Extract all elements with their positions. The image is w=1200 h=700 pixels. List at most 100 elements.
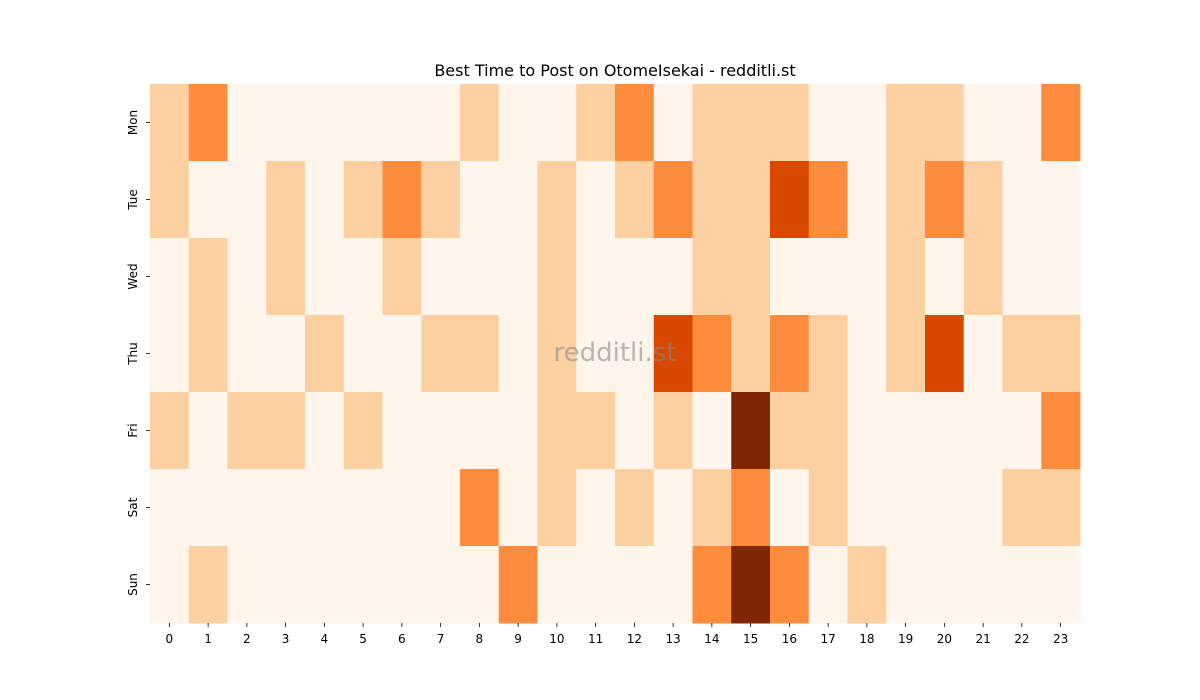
heatmap-cell-mon-12 xyxy=(615,84,655,162)
heatmap-cell-mon-2 xyxy=(227,84,267,162)
heatmap-cell-tue-5 xyxy=(343,161,383,239)
x-tick-label: 11 xyxy=(588,632,603,646)
heatmap-cell-sun-7 xyxy=(421,546,461,624)
heatmap-cell-sat-0 xyxy=(150,469,190,547)
x-tick-label: 3 xyxy=(282,632,290,646)
heatmap-cell-wed-21 xyxy=(963,238,1003,316)
heatmap-cell-sat-9 xyxy=(498,469,538,547)
heatmap-cell-sun-15 xyxy=(731,546,771,624)
heatmap-cell-sun-16 xyxy=(770,546,810,624)
heatmap-cell-sat-22 xyxy=(1002,469,1042,547)
heatmap-cell-thu-23 xyxy=(1041,315,1081,393)
heatmap-cell-thu-4 xyxy=(305,315,345,393)
heatmap-cell-tue-1 xyxy=(188,161,228,239)
heatmap-cell-fri-19 xyxy=(886,392,926,470)
x-tick-label: 20 xyxy=(937,632,952,646)
heatmap-cell-thu-6 xyxy=(382,315,422,393)
heatmap-cell-fri-17 xyxy=(808,392,848,470)
heatmap-cell-thu-20 xyxy=(925,315,965,393)
heatmap-cell-sun-20 xyxy=(925,546,965,624)
heatmap-cell-tue-23 xyxy=(1041,161,1081,239)
heatmap-cell-wed-3 xyxy=(266,238,306,316)
x-tick-label: 1 xyxy=(204,632,212,646)
heatmap-cell-fri-7 xyxy=(421,392,461,470)
heatmap-cell-fri-12 xyxy=(615,392,655,470)
heatmap-cell-tue-19 xyxy=(886,161,926,239)
heatmap-cell-wed-19 xyxy=(886,238,926,316)
x-tick-label: 8 xyxy=(476,632,484,646)
heatmap-cell-thu-19 xyxy=(886,315,926,393)
heatmap-cell-fri-8 xyxy=(460,392,500,470)
heatmap-cell-sat-20 xyxy=(925,469,965,547)
heatmap-cell-mon-4 xyxy=(305,84,345,162)
heatmap-cell-thu-13 xyxy=(653,315,693,393)
heatmap-cell-mon-11 xyxy=(576,84,616,162)
heatmap-cell-wed-7 xyxy=(421,238,461,316)
heatmap-cell-thu-14 xyxy=(692,315,732,393)
x-tick-label: 23 xyxy=(1053,632,1068,646)
heatmap-cell-sat-23 xyxy=(1041,469,1081,547)
heatmap-cell-mon-7 xyxy=(421,84,461,162)
heatmap-cell-fri-2 xyxy=(227,392,267,470)
heatmap-cell-wed-0 xyxy=(150,238,190,316)
heatmap-cell-fri-3 xyxy=(266,392,306,470)
heatmap-cell-sun-10 xyxy=(537,546,577,624)
x-tick-label: 7 xyxy=(437,632,445,646)
heatmap-cell-wed-10 xyxy=(537,238,577,316)
heatmap-cell-sun-1 xyxy=(188,546,228,624)
heatmap-cell-sun-18 xyxy=(847,546,887,624)
x-tick-label: 22 xyxy=(1014,632,1029,646)
y-tick-label: Sun xyxy=(126,573,140,596)
heatmap-cell-mon-20 xyxy=(925,84,965,162)
heatmap-cell-fri-0 xyxy=(150,392,190,470)
heatmap-cell-mon-16 xyxy=(770,84,810,162)
heatmap-cell-mon-8 xyxy=(460,84,500,162)
heatmap-cell-sun-19 xyxy=(886,546,926,624)
heatmap-cell-tue-4 xyxy=(305,161,345,239)
heatmap-cell-thu-17 xyxy=(808,315,848,393)
heatmap-cell-mon-1 xyxy=(188,84,228,162)
heatmap-cell-sun-5 xyxy=(343,546,383,624)
heatmap-cell-fri-18 xyxy=(847,392,887,470)
x-axis: 0 1 2 3 4 5 6 7 8 9 10 11 12 13 14 15 16 17 18 19 20 21 22 23 xyxy=(166,623,1068,646)
x-tick-label: 16 xyxy=(782,632,797,646)
x-tick-label: 18 xyxy=(859,632,874,646)
x-tick-label: 12 xyxy=(627,632,642,646)
heatmap-cell-mon-19 xyxy=(886,84,926,162)
x-tick-label: 9 xyxy=(514,632,522,646)
heatmap-cell-mon-18 xyxy=(847,84,887,162)
x-tick-label: 15 xyxy=(743,632,758,646)
heatmap-cell-sat-15 xyxy=(731,469,771,547)
heatmap-cell-mon-10 xyxy=(537,84,577,162)
heatmap-cell-wed-17 xyxy=(808,238,848,316)
heatmap-cell-thu-5 xyxy=(343,315,383,393)
heatmap-cell-tue-18 xyxy=(847,161,887,239)
heatmap-cell-mon-22 xyxy=(1002,84,1042,162)
heatmap-cell-wed-6 xyxy=(382,238,422,316)
heatmap-cell-fri-4 xyxy=(305,392,345,470)
heatmap-cell-tue-15 xyxy=(731,161,771,239)
heatmap-cell-tue-0 xyxy=(150,161,190,239)
heatmap-cell-sun-12 xyxy=(615,546,655,624)
heatmap-cell-sun-0 xyxy=(150,546,190,624)
heatmap-cell-thu-21 xyxy=(963,315,1003,393)
heatmap-cell-wed-22 xyxy=(1002,238,1042,316)
heatmap-cell-sat-18 xyxy=(847,469,887,547)
heatmap-cell-sun-11 xyxy=(576,546,616,624)
heatmap-cell-thu-9 xyxy=(498,315,538,393)
x-tick-label: 2 xyxy=(243,632,251,646)
heatmap-cell-tue-11 xyxy=(576,161,616,239)
heatmap-cell-thu-1 xyxy=(188,315,228,393)
heatmap-cell-sun-4 xyxy=(305,546,345,624)
heatmap-cell-tue-3 xyxy=(266,161,306,239)
heatmap-cell-fri-16 xyxy=(770,392,810,470)
heatmap-cell-thu-12 xyxy=(615,315,655,393)
heatmap-cell-mon-13 xyxy=(653,84,693,162)
heatmap-cell-sat-6 xyxy=(382,469,422,547)
heatmap-cell-fri-23 xyxy=(1041,392,1081,470)
heatmap-cell-tue-7 xyxy=(421,161,461,239)
x-tick-label: 14 xyxy=(704,632,719,646)
heatmap-cell-tue-20 xyxy=(925,161,965,239)
heatmap-cell-mon-6 xyxy=(382,84,422,162)
